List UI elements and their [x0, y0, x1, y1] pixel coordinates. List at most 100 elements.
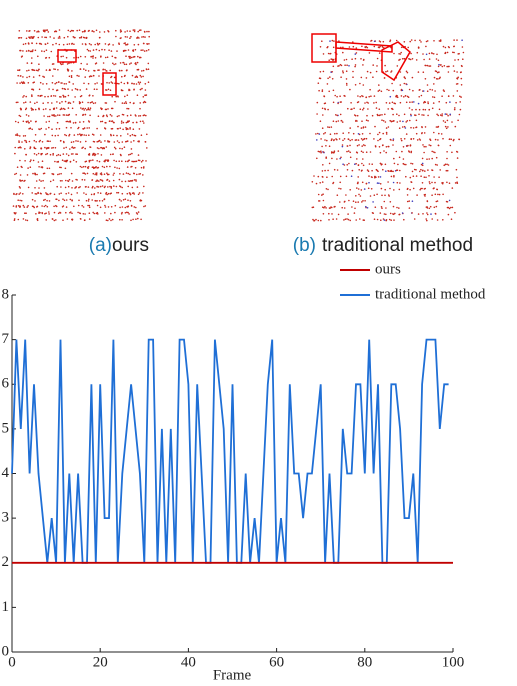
point — [80, 63, 82, 65]
point — [148, 43, 150, 45]
point — [425, 65, 427, 67]
point — [437, 200, 439, 202]
point — [32, 199, 34, 201]
point — [436, 157, 438, 159]
point — [346, 78, 348, 80]
point — [44, 206, 46, 208]
point — [69, 148, 71, 150]
point — [63, 44, 65, 46]
point — [456, 169, 458, 171]
point — [120, 155, 122, 157]
point — [318, 176, 320, 178]
point — [36, 154, 38, 156]
point — [94, 83, 96, 85]
point — [406, 71, 408, 73]
point — [30, 101, 32, 103]
point — [412, 200, 414, 202]
point — [379, 146, 381, 148]
point — [93, 141, 95, 143]
point — [400, 102, 402, 104]
point — [102, 147, 104, 149]
point — [95, 57, 97, 59]
point — [120, 200, 122, 202]
point — [28, 187, 30, 189]
point — [431, 151, 433, 153]
point — [20, 50, 22, 52]
point — [346, 151, 348, 153]
point — [15, 194, 17, 196]
point — [433, 102, 435, 104]
point — [133, 89, 135, 91]
point — [323, 151, 325, 153]
point — [132, 134, 134, 136]
point — [370, 151, 372, 153]
point — [381, 114, 383, 116]
point — [29, 127, 31, 129]
point — [339, 182, 341, 184]
point — [73, 141, 75, 143]
point — [27, 220, 29, 222]
point — [358, 133, 360, 135]
point — [422, 53, 424, 55]
point — [74, 187, 76, 189]
point — [322, 114, 324, 116]
point — [30, 166, 32, 168]
point — [453, 46, 455, 48]
point — [328, 53, 330, 55]
point — [114, 212, 116, 214]
point — [53, 108, 55, 110]
point — [31, 43, 33, 45]
point — [102, 185, 104, 187]
point — [412, 58, 414, 60]
point — [56, 101, 58, 103]
point — [336, 133, 338, 135]
point — [456, 83, 458, 85]
point — [71, 76, 73, 78]
point — [389, 188, 391, 190]
point — [135, 49, 137, 51]
point — [321, 194, 323, 196]
point — [327, 189, 329, 191]
point — [100, 121, 102, 123]
point — [43, 199, 45, 201]
point — [425, 101, 427, 103]
point — [410, 53, 412, 55]
point — [373, 138, 375, 140]
point — [126, 172, 128, 174]
point — [131, 205, 133, 207]
point — [333, 66, 335, 68]
point — [383, 120, 385, 122]
point — [421, 95, 423, 97]
point — [40, 180, 42, 182]
point — [119, 70, 121, 72]
point — [391, 176, 393, 178]
point — [73, 101, 75, 103]
point — [146, 94, 148, 96]
point — [84, 219, 86, 221]
point — [410, 127, 412, 129]
point — [53, 37, 55, 39]
point — [94, 200, 96, 202]
point — [34, 70, 36, 72]
point — [89, 161, 91, 163]
point — [351, 139, 353, 141]
point — [52, 218, 54, 220]
point — [66, 161, 68, 163]
point — [35, 148, 37, 150]
point — [353, 108, 355, 110]
point — [441, 95, 443, 97]
point — [404, 126, 406, 128]
point — [93, 75, 95, 77]
point — [356, 187, 358, 189]
point — [448, 95, 450, 97]
point — [144, 101, 146, 103]
point — [401, 151, 403, 153]
point — [449, 200, 451, 202]
point — [336, 121, 338, 123]
point — [344, 201, 346, 203]
point — [392, 144, 394, 146]
point — [49, 57, 51, 59]
point — [86, 88, 88, 90]
point — [96, 82, 98, 84]
point — [46, 121, 48, 123]
